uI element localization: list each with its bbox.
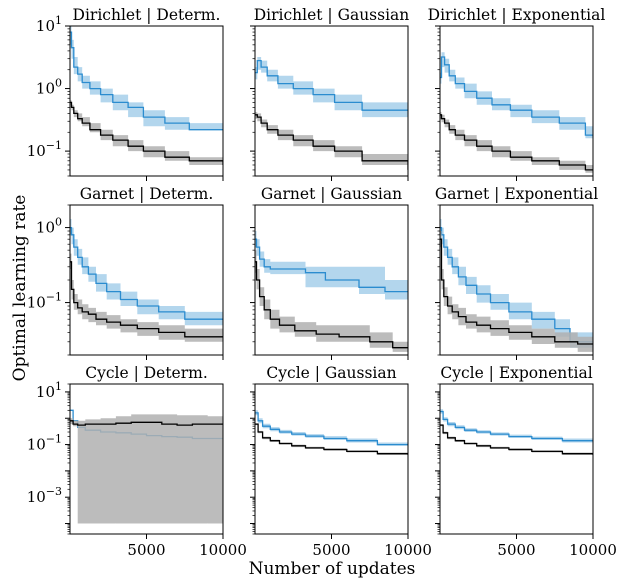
plot-area (70, 219, 223, 342)
series-band (255, 250, 408, 352)
chart-panel: Garnet | Exponential (435, 185, 598, 360)
panel-title: Dirichlet | Determ. (73, 6, 221, 24)
series-line (70, 31, 223, 131)
series-band (70, 219, 223, 326)
series-line (255, 59, 408, 111)
panel-title: Garnet | Determ. (80, 185, 214, 203)
plot-area (255, 410, 408, 457)
axes-frame (254, 383, 409, 535)
y-tick-label: 101 (36, 14, 62, 35)
chart-panel: Garnet | Gaussian (250, 185, 409, 360)
series-line (255, 238, 408, 293)
x-tick-label: 10000 (569, 541, 617, 559)
series-line (440, 410, 593, 442)
x-tick-label: 10000 (199, 541, 247, 559)
series-line (255, 412, 408, 446)
series-band (255, 112, 408, 173)
chart-panel: Cycle | Exponential 5000 10000 (435, 364, 617, 559)
y-tick-label: 10−3 (27, 485, 62, 506)
series-line (70, 420, 223, 426)
series-line (70, 101, 223, 165)
series-band (70, 414, 223, 524)
axes-frame (439, 383, 594, 535)
panel-title: Cycle | Exponential (440, 364, 592, 382)
chart-panel: Cycle | Determ. 101 10−1 10−3 5000 10000 (27, 364, 247, 559)
chart-panel: Dirichlet | Gaussian (250, 6, 409, 181)
panel-title: Garnet | Exponential (435, 185, 598, 203)
chart-panel: Garnet | Determ. 100 10−1 (27, 185, 224, 360)
y-tick-label: 101 (36, 380, 62, 401)
panel-title: Cycle | Determ. (85, 364, 208, 382)
panel-title: Garnet | Gaussian (261, 185, 402, 203)
series-band (440, 231, 593, 352)
x-tick-label: 5000 (312, 541, 350, 559)
plot-area (70, 409, 223, 524)
plot-area (70, 26, 223, 165)
panel-title: Cycle | Gaussian (266, 364, 396, 382)
series-line (255, 114, 408, 170)
series-band (255, 57, 408, 118)
y-tick-label: 10−1 (27, 291, 62, 312)
plot-area (255, 231, 408, 352)
panel-title: Dirichlet | Gaussian (254, 6, 410, 24)
x-tick-label: 5000 (127, 541, 165, 559)
series-line (440, 56, 593, 136)
series-line (440, 424, 593, 455)
series-band (440, 112, 593, 173)
plot-area (440, 219, 593, 352)
series-band (70, 100, 223, 165)
series-band (70, 26, 223, 130)
series-line (255, 261, 408, 349)
plot-area (255, 57, 408, 173)
series-band (440, 52, 593, 139)
y-tick-label: 10−1 (27, 139, 62, 160)
series-band (70, 253, 223, 342)
chart-panel: Dirichlet | Exponential (428, 6, 606, 181)
x-tick-label: 5000 (497, 541, 535, 559)
y-tick-label: 100 (36, 77, 62, 98)
series-line (70, 226, 223, 320)
series-line (255, 423, 408, 455)
panel-title: Dirichlet | Exponential (428, 6, 606, 24)
y-axis-label: Optimal learning rate (10, 195, 30, 382)
plot-area (440, 52, 593, 173)
chart-panel: Dirichlet | Determ. 101 100 10−1 (27, 6, 224, 181)
plot-area (440, 409, 593, 457)
y-tick-label: 10−1 (27, 433, 62, 454)
series-line (440, 238, 593, 345)
series-band (440, 409, 593, 443)
chart-panel: Cycle | Gaussian 5000 10000 (250, 364, 432, 559)
series-line (440, 114, 593, 171)
series-band (255, 231, 408, 300)
x-axis-label: Number of updates (249, 559, 416, 579)
x-tick-label: 10000 (384, 541, 432, 559)
series-band (440, 219, 593, 348)
y-tick-label: 100 (36, 216, 62, 237)
series-line (70, 261, 223, 338)
series-line (440, 226, 593, 343)
